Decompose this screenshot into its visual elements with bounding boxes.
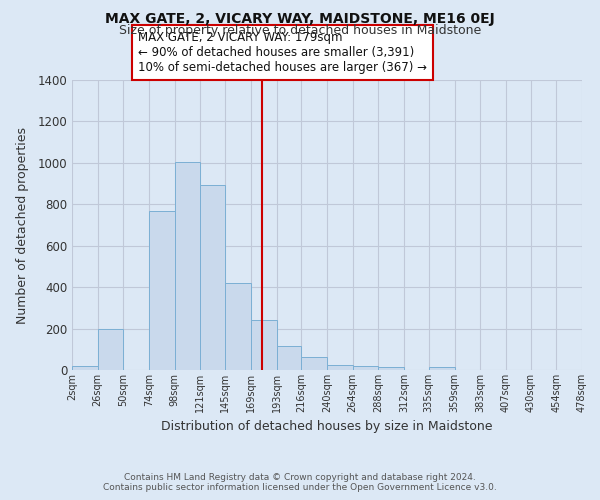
- Y-axis label: Number of detached properties: Number of detached properties: [16, 126, 29, 324]
- Bar: [199, 184, 225, 370]
- Bar: [225, 283, 251, 370]
- Bar: [277, 346, 301, 370]
- X-axis label: Distribution of detached houses by size in Maidstone: Distribution of detached houses by size …: [161, 420, 493, 434]
- Bar: [251, 320, 277, 370]
- Bar: [429, 367, 455, 370]
- Bar: [327, 365, 353, 370]
- Bar: [175, 162, 199, 370]
- Text: Contains HM Land Registry data © Crown copyright and database right 2024.
Contai: Contains HM Land Registry data © Crown c…: [103, 473, 497, 492]
- Bar: [72, 366, 98, 370]
- Text: MAX GATE, 2, VICARY WAY, MAIDSTONE, ME16 0EJ: MAX GATE, 2, VICARY WAY, MAIDSTONE, ME16…: [105, 12, 495, 26]
- Text: Size of property relative to detached houses in Maidstone: Size of property relative to detached ho…: [119, 24, 481, 37]
- Bar: [98, 328, 124, 370]
- Bar: [301, 356, 327, 370]
- Bar: [379, 367, 404, 370]
- Bar: [353, 366, 379, 370]
- Text: MAX GATE, 2 VICARY WAY: 179sqm
← 90% of detached houses are smaller (3,391)
10% : MAX GATE, 2 VICARY WAY: 179sqm ← 90% of …: [139, 31, 427, 74]
- Bar: [149, 210, 175, 370]
